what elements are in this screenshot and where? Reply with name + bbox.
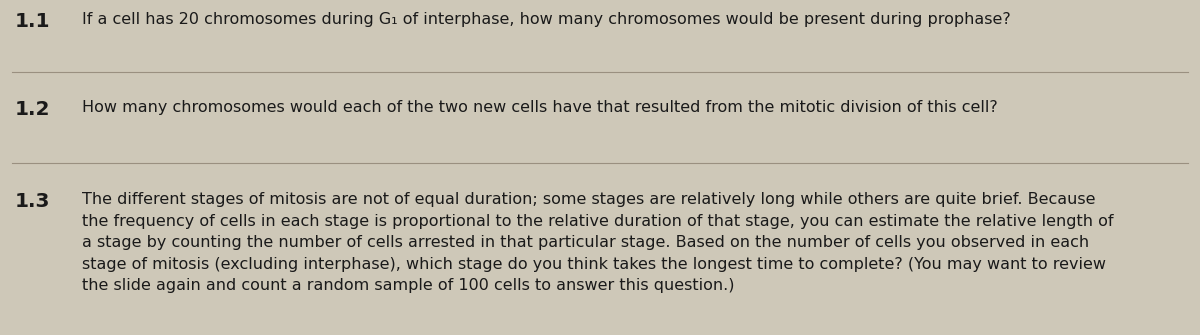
Text: 1.1: 1.1 [14,12,50,31]
Text: 1.2: 1.2 [14,100,50,119]
Text: 1.3: 1.3 [14,192,50,211]
Text: The different stages of mitosis are not of equal duration; some stages are relat: The different stages of mitosis are not … [82,192,1114,293]
Text: If a cell has 20 chromosomes during G₁ of interphase, how many chromosomes would: If a cell has 20 chromosomes during G₁ o… [82,12,1010,27]
Text: How many chromosomes would each of the two new cells have that resulted from the: How many chromosomes would each of the t… [82,100,997,115]
